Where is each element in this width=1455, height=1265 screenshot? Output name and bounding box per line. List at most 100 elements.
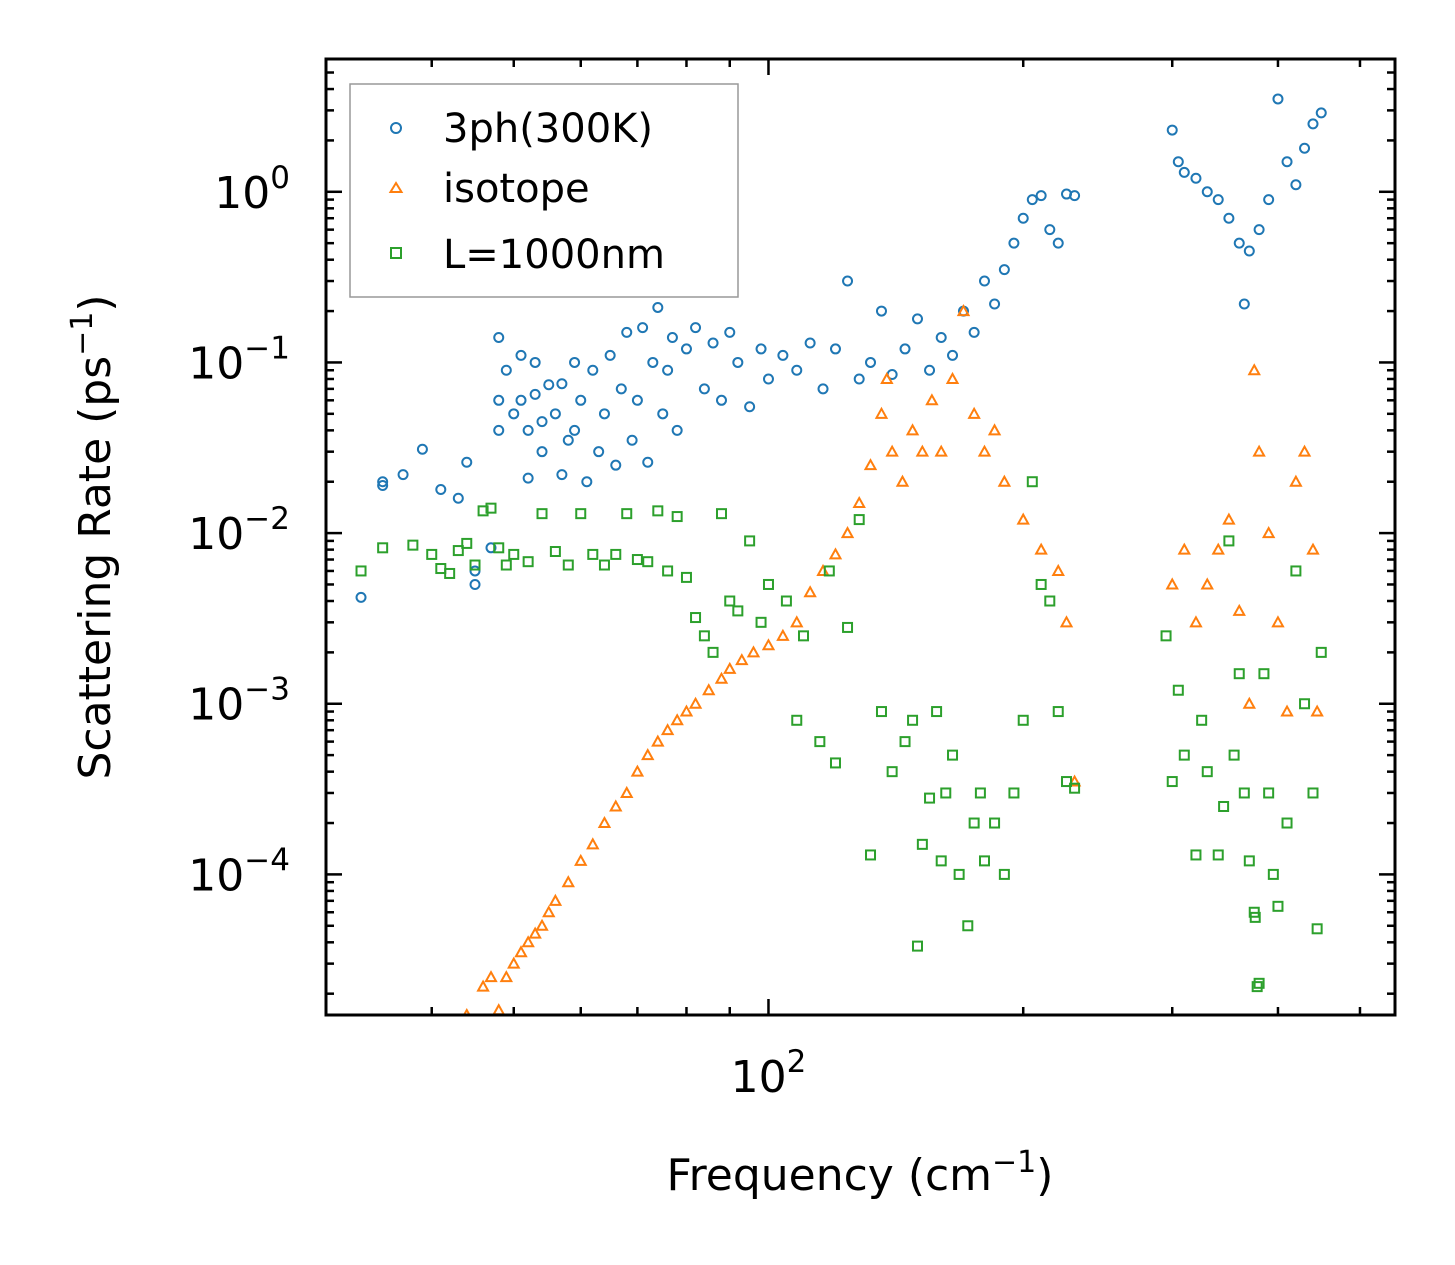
point-boundary — [485, 502, 497, 514]
series-0 — [355, 93, 1327, 603]
point-boundary — [1017, 714, 1029, 726]
point-isotope — [880, 371, 894, 384]
point-isotope — [1252, 444, 1266, 457]
point-boundary — [962, 920, 974, 932]
point-3ph — [1263, 194, 1275, 206]
point-isotope — [761, 638, 776, 651]
point-isotope — [934, 444, 948, 457]
point-3ph — [791, 364, 803, 376]
point-3ph — [707, 337, 719, 349]
point-3ph — [575, 394, 587, 406]
point-boundary — [1307, 787, 1319, 799]
series-1 — [462, 304, 1324, 1015]
point-3ph — [777, 349, 789, 361]
point-3ph — [556, 469, 568, 481]
point-isotope — [514, 945, 528, 958]
point-boundary — [598, 559, 610, 571]
point-boundary — [355, 565, 367, 577]
point-isotope — [574, 853, 588, 866]
point-3ph — [598, 408, 610, 420]
legend-box — [349, 83, 739, 298]
point-boundary — [974, 787, 986, 799]
legend-marker-circle — [390, 122, 402, 134]
tick-labels: 10−4 10−3 10−2 10−1 100 102 — [188, 160, 806, 1103]
point-3ph — [842, 275, 854, 287]
point-boundary — [924, 792, 936, 804]
point-3ph — [631, 394, 643, 406]
point-3ph — [1243, 245, 1255, 257]
point-boundary — [875, 706, 887, 718]
point-boundary — [823, 565, 835, 577]
point-isotope — [1200, 577, 1214, 590]
point-boundary — [1263, 787, 1275, 799]
point-boundary — [1238, 787, 1250, 799]
point-3ph — [416, 443, 428, 455]
point-isotope — [1067, 774, 1082, 787]
point-isotope — [484, 970, 498, 983]
point-3ph — [698, 383, 710, 395]
point-isotope — [915, 444, 930, 457]
point-3ph — [493, 332, 505, 344]
point-boundary — [500, 559, 512, 571]
point-boundary — [911, 940, 923, 952]
point-isotope — [499, 970, 514, 983]
point-isotope — [997, 474, 1012, 487]
point-3ph — [604, 349, 616, 361]
legend: 3ph(300K) isotope L=1000nm — [349, 83, 739, 298]
point-isotope — [688, 696, 703, 709]
y-tick-label: 10−1 — [188, 330, 290, 389]
point-3ph — [500, 364, 512, 376]
point-isotope — [852, 495, 866, 509]
point-isotope — [620, 785, 634, 798]
point-3ph — [1212, 194, 1224, 206]
point-boundary — [798, 630, 810, 642]
point-3ph — [536, 446, 548, 458]
point-3ph — [569, 424, 581, 436]
point-isotope — [507, 956, 521, 969]
point-boundary — [1172, 684, 1184, 696]
point-3ph — [817, 383, 829, 395]
point-isotope — [670, 713, 684, 726]
point-3ph — [1299, 142, 1311, 154]
legend-marker-triangle — [388, 181, 404, 193]
y-tick-label: 10−3 — [188, 672, 290, 731]
point-boundary — [469, 559, 481, 571]
point-3ph — [397, 469, 409, 481]
point-boundary — [671, 511, 683, 523]
point-isotope — [840, 526, 855, 539]
point-3ph — [998, 264, 1010, 276]
point-isotope — [1211, 542, 1225, 555]
point-3ph — [724, 326, 736, 338]
point-3ph — [508, 408, 520, 420]
point-3ph — [515, 394, 527, 406]
point-3ph — [968, 326, 980, 338]
point-3ph — [1178, 166, 1190, 178]
point-isotope — [548, 893, 563, 906]
point-isotope — [1306, 542, 1320, 555]
point-3ph — [469, 565, 481, 577]
point-3ph — [978, 275, 990, 287]
point-isotope — [679, 704, 694, 717]
point-3ph — [1272, 93, 1284, 105]
point-3ph — [543, 379, 555, 391]
point-isotope — [597, 815, 612, 829]
point-3ph — [529, 356, 541, 368]
point-boundary — [377, 542, 389, 554]
point-boundary — [1035, 578, 1047, 590]
point-isotope — [1222, 512, 1236, 525]
point-boundary — [791, 714, 803, 726]
point-boundary — [522, 556, 534, 568]
point-3ph — [666, 332, 678, 344]
point-3ph — [621, 326, 633, 338]
point-isotope — [723, 661, 737, 674]
point-3ph — [829, 343, 841, 355]
point-boundary — [444, 567, 456, 579]
point-3ph — [1044, 224, 1056, 236]
point-boundary — [610, 548, 622, 560]
point-3ph — [911, 313, 923, 325]
point-isotope — [1177, 542, 1191, 555]
point-3ph — [1035, 190, 1047, 202]
point-boundary — [953, 868, 965, 880]
point-3ph — [435, 484, 447, 496]
